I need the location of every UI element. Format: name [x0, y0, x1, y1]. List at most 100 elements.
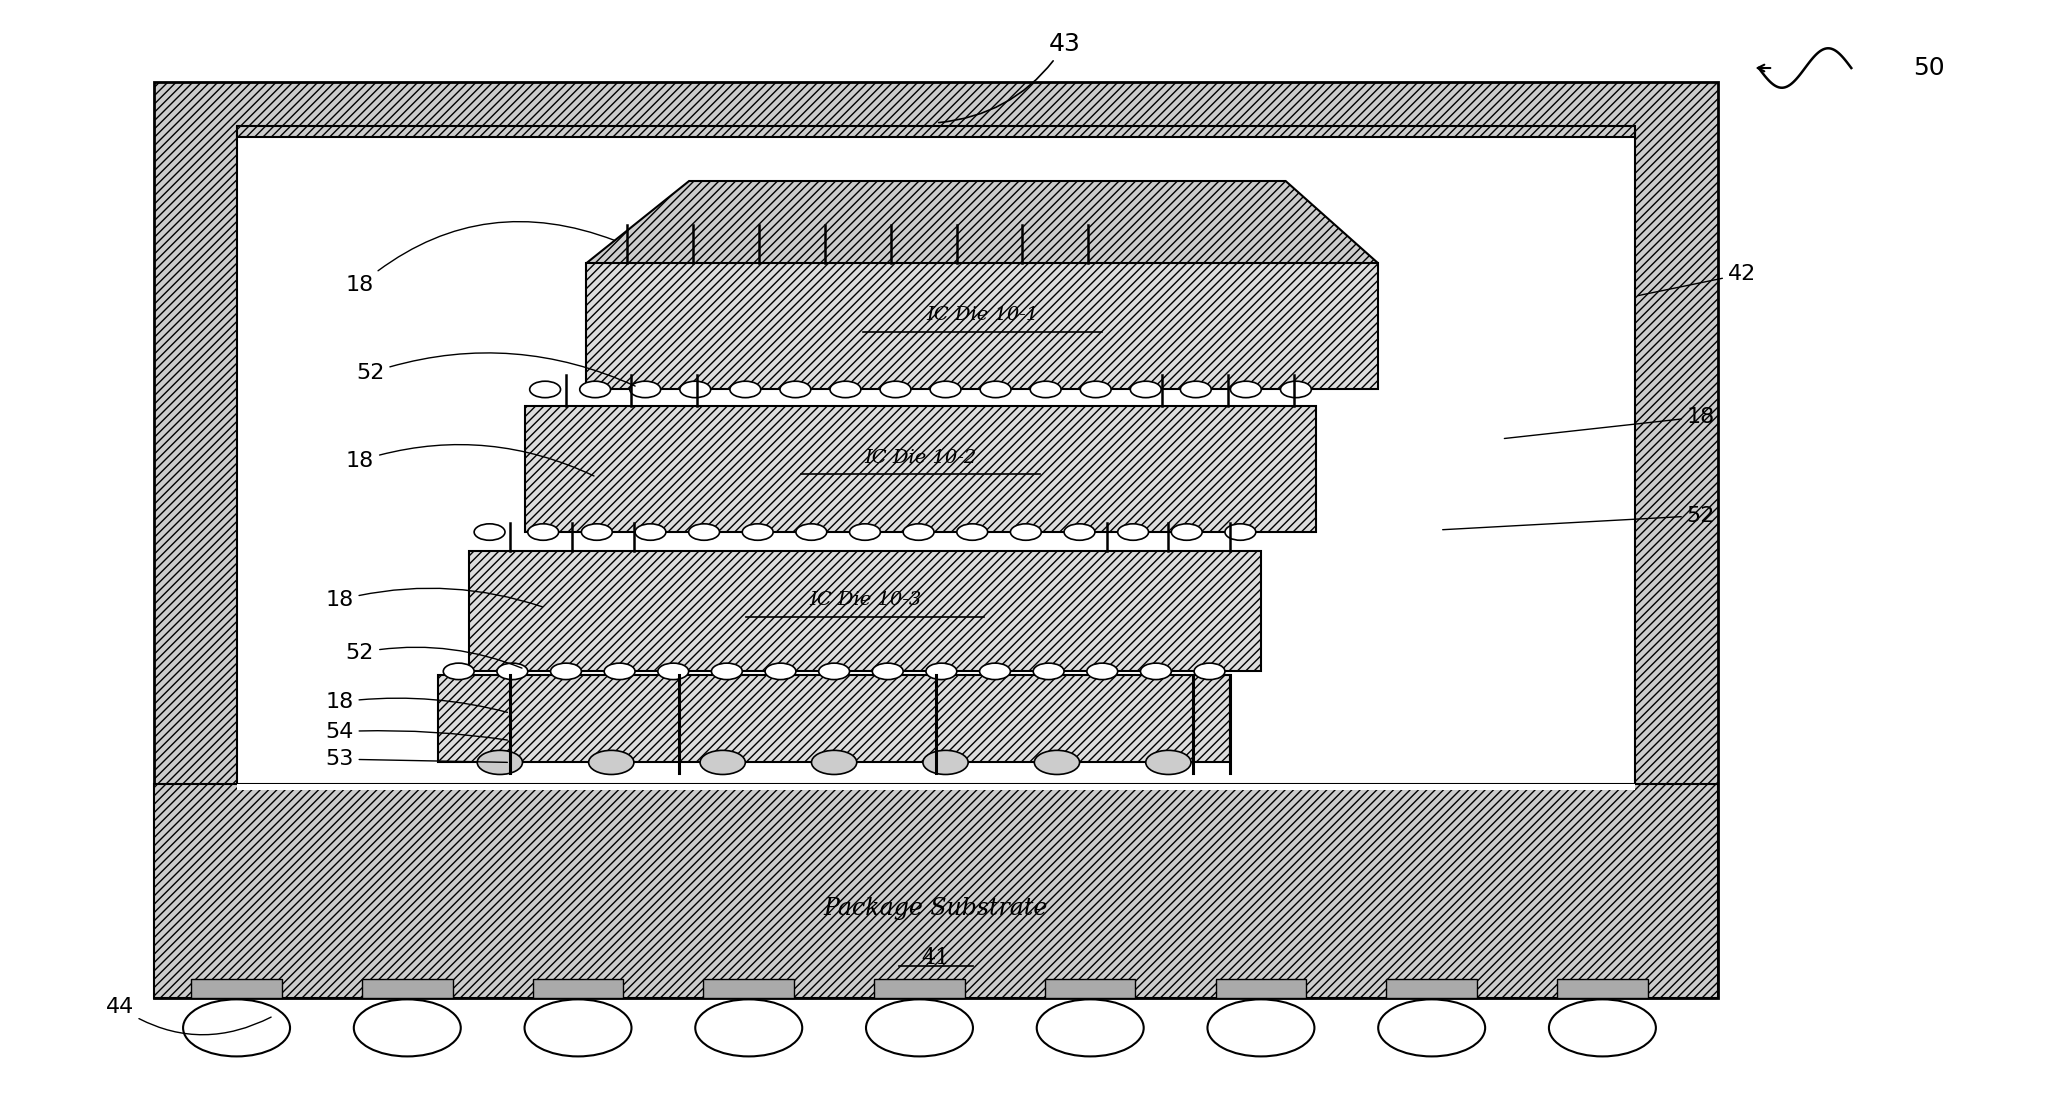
- Text: 44: 44: [105, 997, 272, 1034]
- Text: 52: 52: [1442, 506, 1716, 530]
- Bar: [438, 675, 1230, 762]
- Circle shape: [1181, 382, 1212, 397]
- Polygon shape: [586, 181, 1378, 263]
- Circle shape: [819, 663, 850, 679]
- Circle shape: [531, 382, 560, 397]
- Text: IC Die 10-3: IC Die 10-3: [808, 591, 922, 609]
- Circle shape: [582, 524, 613, 540]
- Bar: [237, 132, 1635, 949]
- Bar: [237, 784, 1635, 790]
- Text: 50: 50: [1913, 56, 1944, 80]
- Circle shape: [1086, 663, 1117, 679]
- Circle shape: [473, 524, 506, 540]
- Circle shape: [699, 750, 745, 774]
- Bar: [525, 406, 1316, 532]
- Bar: [874, 979, 965, 998]
- Text: 52: 52: [356, 353, 636, 386]
- Circle shape: [1080, 382, 1111, 397]
- Bar: [1045, 979, 1135, 998]
- Circle shape: [930, 382, 961, 397]
- Circle shape: [957, 524, 987, 540]
- Circle shape: [477, 750, 522, 774]
- Circle shape: [1378, 999, 1485, 1056]
- Circle shape: [525, 999, 631, 1056]
- Circle shape: [712, 663, 743, 679]
- Circle shape: [636, 524, 666, 540]
- Bar: [237, 126, 1635, 137]
- Circle shape: [605, 663, 636, 679]
- Circle shape: [796, 524, 827, 540]
- Circle shape: [810, 750, 856, 774]
- Circle shape: [743, 524, 773, 540]
- Circle shape: [695, 999, 802, 1056]
- Circle shape: [1230, 382, 1261, 397]
- Circle shape: [979, 663, 1010, 679]
- Circle shape: [979, 382, 1012, 397]
- Circle shape: [730, 382, 761, 397]
- Bar: [1386, 979, 1477, 998]
- Circle shape: [658, 663, 689, 679]
- Bar: [586, 263, 1378, 389]
- Circle shape: [1170, 524, 1201, 540]
- Circle shape: [903, 524, 934, 540]
- Circle shape: [1140, 663, 1170, 679]
- Circle shape: [629, 382, 660, 397]
- Text: 41: 41: [922, 947, 950, 969]
- Circle shape: [780, 382, 810, 397]
- Text: IC Die 10-2: IC Die 10-2: [864, 449, 977, 467]
- Circle shape: [765, 663, 796, 679]
- Circle shape: [580, 382, 611, 397]
- Bar: [533, 979, 623, 998]
- Text: 54: 54: [325, 722, 508, 742]
- Circle shape: [1033, 663, 1063, 679]
- Circle shape: [1224, 524, 1255, 540]
- Text: 18: 18: [346, 444, 594, 476]
- Circle shape: [444, 663, 473, 679]
- Circle shape: [1035, 750, 1080, 774]
- Circle shape: [829, 382, 860, 397]
- Circle shape: [679, 382, 712, 397]
- Circle shape: [1117, 524, 1148, 540]
- Circle shape: [551, 663, 582, 679]
- Circle shape: [354, 999, 461, 1056]
- Circle shape: [1037, 999, 1144, 1056]
- Bar: [1557, 979, 1648, 998]
- Circle shape: [850, 524, 880, 540]
- Circle shape: [183, 999, 290, 1056]
- Circle shape: [1193, 663, 1224, 679]
- Bar: [362, 979, 453, 998]
- Circle shape: [689, 524, 720, 540]
- Text: 43: 43: [938, 32, 1080, 123]
- Bar: [1216, 979, 1306, 998]
- Circle shape: [880, 382, 911, 397]
- Circle shape: [872, 663, 903, 679]
- Text: Package Substrate: Package Substrate: [823, 897, 1049, 919]
- Circle shape: [1549, 999, 1656, 1056]
- Circle shape: [1207, 999, 1314, 1056]
- Circle shape: [1146, 750, 1191, 774]
- Circle shape: [1063, 524, 1094, 540]
- Text: 53: 53: [325, 749, 508, 769]
- Circle shape: [924, 750, 969, 774]
- Bar: [154, 784, 1718, 998]
- Text: 42: 42: [1637, 264, 1757, 295]
- Text: 18: 18: [1504, 407, 1716, 439]
- Circle shape: [1129, 382, 1160, 397]
- Bar: [703, 979, 794, 998]
- Bar: [154, 82, 1718, 998]
- Circle shape: [529, 524, 560, 540]
- Circle shape: [866, 999, 973, 1056]
- Text: 18: 18: [346, 222, 615, 295]
- Circle shape: [498, 663, 529, 679]
- Circle shape: [1279, 382, 1312, 397]
- Circle shape: [926, 663, 957, 679]
- Bar: [469, 551, 1261, 671]
- Text: IC Die 10-1: IC Die 10-1: [926, 306, 1039, 325]
- Bar: [191, 979, 282, 998]
- Text: 52: 52: [346, 643, 522, 668]
- Circle shape: [1010, 524, 1041, 540]
- Text: 18: 18: [325, 692, 508, 712]
- Text: 18: 18: [325, 588, 543, 610]
- Circle shape: [588, 750, 634, 774]
- Circle shape: [1031, 382, 1061, 397]
